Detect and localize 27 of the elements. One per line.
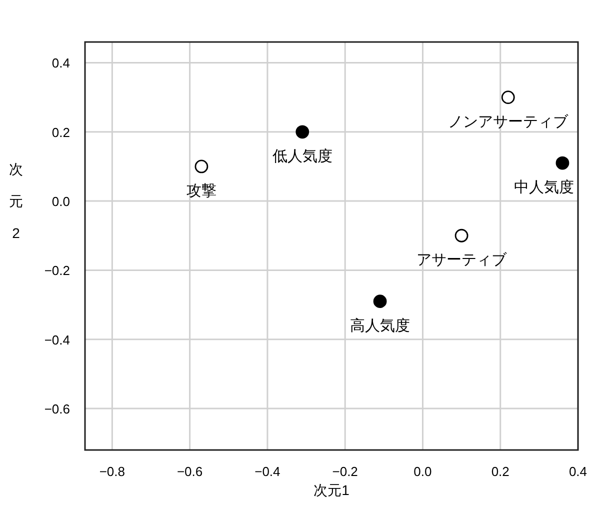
point bbox=[296, 125, 310, 139]
annotation: 高人気度 bbox=[350, 317, 410, 334]
point bbox=[373, 294, 387, 308]
x-tick-label: −0.8 bbox=[99, 464, 126, 479]
x-tick-label: 0.4 bbox=[568, 464, 588, 479]
x-tick-label: −0.6 bbox=[176, 464, 203, 479]
annotation: 攻撃 bbox=[186, 182, 216, 200]
x-tick-label: 0.0 bbox=[414, 464, 432, 479]
x-tick-label: 0.2 bbox=[491, 464, 510, 479]
x-tick-label: −0.2 bbox=[332, 464, 358, 479]
annotation: ノンアサーティブ bbox=[448, 113, 570, 130]
annotation: 中人気度 bbox=[514, 179, 574, 196]
annotation: アサーティブ bbox=[416, 252, 508, 269]
point bbox=[501, 90, 515, 104]
y-tick-label: −0.4 bbox=[44, 332, 70, 348]
y-tick-label: 0.2 bbox=[52, 124, 70, 140]
point bbox=[194, 160, 208, 174]
y-tick-label: −0.2 bbox=[44, 263, 70, 278]
y-tick-label: −0.6 bbox=[44, 402, 70, 417]
x-tick-label: −0.4 bbox=[254, 464, 280, 479]
y-axis-title: 次元2 bbox=[9, 161, 23, 242]
annotation: 低人気度 bbox=[272, 148, 332, 165]
y-tick-label: 0.0 bbox=[52, 194, 70, 210]
point bbox=[556, 156, 570, 170]
x-axis-title: 次元1 bbox=[314, 482, 350, 498]
y-tick-label: 0.4 bbox=[52, 56, 70, 71]
point bbox=[454, 228, 468, 242]
